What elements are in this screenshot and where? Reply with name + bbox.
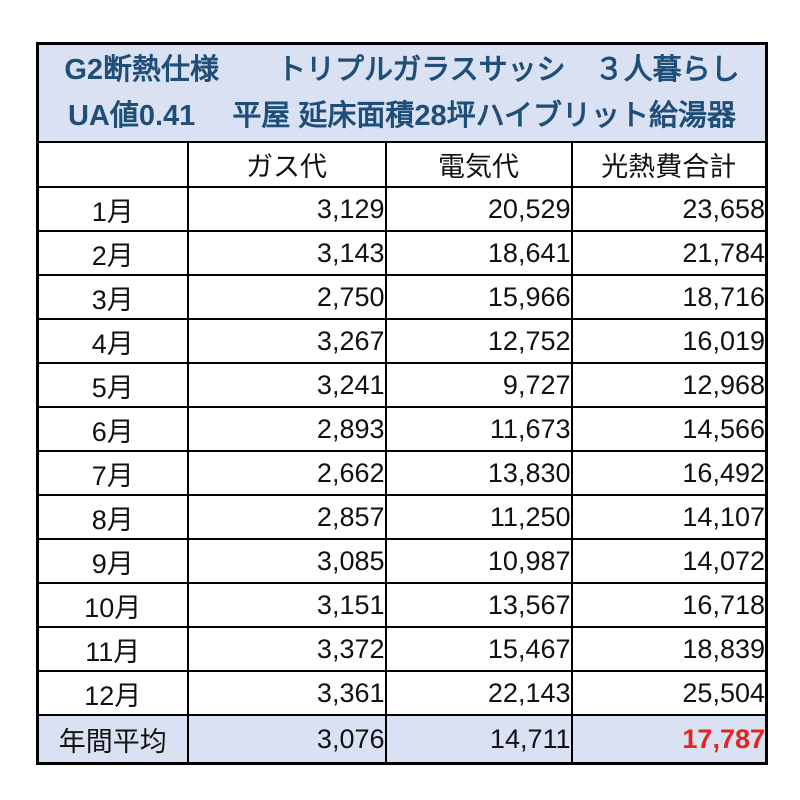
month-cell: 9月 — [36, 538, 189, 584]
month-cell: 12月 — [36, 670, 189, 716]
total-cell: 14,566 — [570, 406, 768, 452]
column-header-row: ガス代 電気代 光熱費合計 — [36, 141, 768, 188]
month-cell: 7月 — [36, 450, 189, 496]
electric-cell: 9,727 — [384, 362, 573, 408]
column-header-gas: ガス代 — [186, 141, 387, 188]
electric-cell: 18,641 — [384, 230, 573, 276]
column-header-total: 光熱費合計 — [570, 141, 768, 188]
annual-average-gas: 3,076 — [186, 714, 387, 765]
gas-cell: 2,857 — [186, 494, 387, 540]
total-cell: 16,718 — [570, 582, 768, 628]
electric-cell: 10,987 — [384, 538, 573, 584]
total-cell: 14,072 — [570, 538, 768, 584]
electric-cell: 12,752 — [384, 318, 573, 364]
gas-cell: 2,750 — [186, 274, 387, 320]
total-cell: 25,504 — [570, 670, 768, 716]
total-cell: 21,784 — [570, 230, 768, 276]
month-cell: 5月 — [36, 362, 189, 408]
electric-cell: 15,966 — [384, 274, 573, 320]
month-cell: 4月 — [36, 318, 189, 364]
table-row: 5月 3,241 9,727 12,968 — [36, 362, 768, 408]
total-cell: 18,839 — [570, 626, 768, 672]
table-row: 3月 2,750 15,966 18,716 — [36, 274, 768, 320]
total-cell: 18,716 — [570, 274, 768, 320]
gas-cell: 3,372 — [186, 626, 387, 672]
month-cell: 6月 — [36, 406, 189, 452]
annual-average-electric: 14,711 — [384, 714, 573, 765]
electric-cell: 13,567 — [384, 582, 573, 628]
gas-cell: 2,893 — [186, 406, 387, 452]
table-title-cell: G2断熱仕様 トリプルガラスサッシ ３人暮らし UA値0.41 平屋 延床面積2… — [36, 42, 768, 143]
month-cell: 11月 — [36, 626, 189, 672]
total-cell: 16,019 — [570, 318, 768, 364]
total-cell: 16,492 — [570, 450, 768, 496]
table-row: 12月 3,361 22,143 25,504 — [36, 670, 768, 716]
gas-cell: 3,085 — [186, 538, 387, 584]
annual-average-total: 17,787 — [570, 714, 768, 765]
column-header-month — [36, 141, 189, 188]
gas-cell: 3,241 — [186, 362, 387, 408]
month-cell: 2月 — [36, 230, 189, 276]
table-row: 2月 3,143 18,641 21,784 — [36, 230, 768, 276]
electric-cell: 22,143 — [384, 670, 573, 716]
table-row: 10月 3,151 13,567 16,718 — [36, 582, 768, 628]
gas-cell: 3,129 — [186, 186, 387, 232]
gas-cell: 3,151 — [186, 582, 387, 628]
utility-cost-table: G2断熱仕様 トリプルガラスサッシ ３人暮らし UA値0.41 平屋 延床面積2… — [36, 42, 768, 765]
month-cell: 3月 — [36, 274, 189, 320]
electric-cell: 13,830 — [384, 450, 573, 496]
table-row: 1月 3,129 20,529 23,658 — [36, 186, 768, 232]
gas-cell: 3,267 — [186, 318, 387, 364]
total-cell: 12,968 — [570, 362, 768, 408]
table-title-line2: UA値0.41 平屋 延床面積28坪ハイブリット給湯器 — [67, 100, 737, 132]
electric-cell: 15,467 — [384, 626, 573, 672]
total-cell: 14,107 — [570, 494, 768, 540]
annual-average-label: 年間平均 — [36, 714, 189, 765]
gas-cell: 2,662 — [186, 450, 387, 496]
month-cell: 1月 — [36, 186, 189, 232]
electric-cell: 11,673 — [384, 406, 573, 452]
table-row: 9月 3,085 10,987 14,072 — [36, 538, 768, 584]
table-row: 6月 2,893 11,673 14,566 — [36, 406, 768, 452]
utility-cost-table-wrap: G2断熱仕様 トリプルガラスサッシ ３人暮らし UA値0.41 平屋 延床面積2… — [36, 42, 768, 765]
table-row: 7月 2,662 13,830 16,492 — [36, 450, 768, 496]
title-row: G2断熱仕様 トリプルガラスサッシ ３人暮らし UA値0.41 平屋 延床面積2… — [36, 42, 768, 143]
table-title-line1: G2断熱仕様 トリプルガラスサッシ ３人暮らし — [64, 54, 740, 86]
annual-average-row: 年間平均 3,076 14,711 17,787 — [36, 714, 768, 765]
month-cell: 10月 — [36, 582, 189, 628]
month-cell: 8月 — [36, 494, 189, 540]
table-row: 11月 3,372 15,467 18,839 — [36, 626, 768, 672]
gas-cell: 3,361 — [186, 670, 387, 716]
electric-cell: 20,529 — [384, 186, 573, 232]
column-header-electric: 電気代 — [384, 141, 573, 188]
table-row: 8月 2,857 11,250 14,107 — [36, 494, 768, 540]
total-cell: 23,658 — [570, 186, 768, 232]
electric-cell: 11,250 — [384, 494, 573, 540]
gas-cell: 3,143 — [186, 230, 387, 276]
table-row: 4月 3,267 12,752 16,019 — [36, 318, 768, 364]
